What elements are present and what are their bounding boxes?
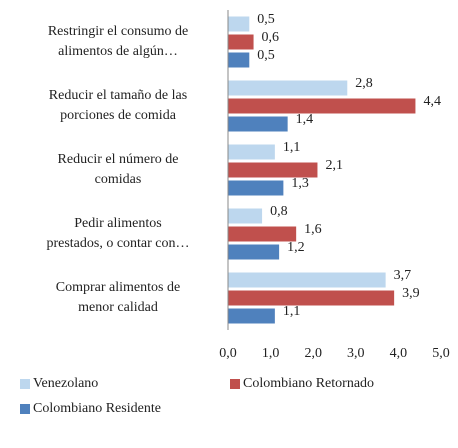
bar <box>228 308 275 324</box>
category-label: Restringir el consumo de alimentos de alg… <box>48 24 188 59</box>
value-label: 0,5 <box>257 12 275 27</box>
category-label: Reducir el número de comidas <box>58 152 179 187</box>
value-label: 4,4 <box>423 94 441 109</box>
category-label: Pedir alimentos prestados, o contar con… <box>46 216 189 251</box>
category-label: Comprar alimentos de menor calidad <box>56 280 180 315</box>
bar <box>228 208 263 224</box>
category-label: Reducir el tamaño de las porciones de com… <box>49 88 187 123</box>
x-tick-label: 3,0 <box>347 346 365 361</box>
bar <box>228 144 275 160</box>
value-label: 0,6 <box>262 30 280 45</box>
value-label: 1,4 <box>296 112 314 127</box>
legend-swatch <box>230 379 240 389</box>
bar <box>228 80 348 96</box>
value-label: 1,2 <box>287 240 305 255</box>
x-tick-label: 2,0 <box>304 346 322 361</box>
legend-swatch <box>20 379 30 389</box>
value-label: 1,1 <box>283 304 301 319</box>
bar <box>228 180 284 196</box>
x-tick-label: 1,0 <box>262 346 280 361</box>
bar <box>228 98 416 114</box>
legend-label: Colombiano Residente <box>33 401 161 416</box>
value-label: 2,8 <box>355 76 373 91</box>
value-label: 1,1 <box>283 140 301 155</box>
value-label: 1,6 <box>304 222 322 237</box>
bar <box>228 272 386 288</box>
x-tick-label: 0,0 <box>219 346 237 361</box>
x-tick-label: 4,0 <box>390 346 408 361</box>
legend-swatch <box>20 404 30 414</box>
value-label: 2,1 <box>325 158 343 173</box>
bar <box>228 34 254 50</box>
value-label: 3,7 <box>394 268 412 283</box>
bar <box>228 290 395 306</box>
x-tick-label: 5,0 <box>432 346 450 361</box>
value-label: 0,5 <box>257 48 275 63</box>
legend-label: Colombiano Retornado <box>243 376 374 391</box>
value-label: 3,9 <box>402 286 420 301</box>
bar <box>228 226 297 242</box>
bar <box>228 244 280 260</box>
legend-label: Venezolano <box>33 376 98 391</box>
value-label: 0,8 <box>270 204 288 219</box>
bar <box>228 162 318 178</box>
bar <box>228 52 250 68</box>
bar <box>228 116 288 132</box>
bar <box>228 16 250 32</box>
value-label: 1,3 <box>291 176 309 191</box>
